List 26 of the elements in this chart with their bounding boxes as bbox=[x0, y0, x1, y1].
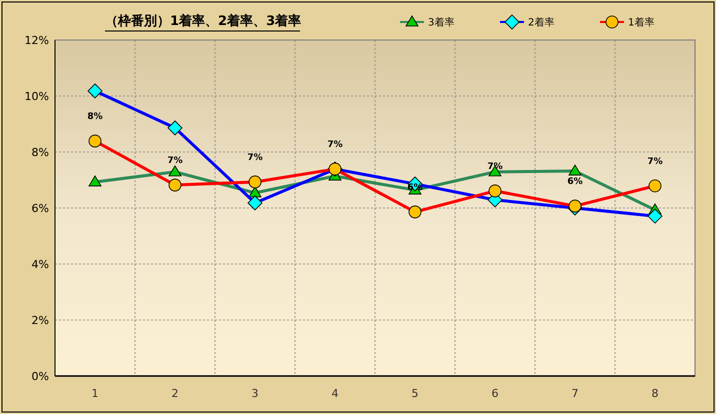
data-label: 6% bbox=[567, 177, 583, 188]
x-tick-label: 3 bbox=[252, 386, 258, 400]
y-tick-label: 0% bbox=[32, 370, 49, 383]
x-tick-label: 1 bbox=[92, 386, 98, 400]
y-tick-label: 2% bbox=[32, 314, 49, 327]
x-tick-label: 8 bbox=[652, 386, 658, 400]
data-label: 7% bbox=[487, 162, 503, 172]
chart-title: （枠番別）1着率、2着率、3着率 bbox=[105, 13, 302, 29]
legend-label: 3着率 bbox=[428, 16, 454, 28]
x-tick-label: 5 bbox=[412, 386, 418, 400]
data-label: 8% bbox=[87, 112, 103, 122]
y-tick-label: 12% bbox=[24, 34, 49, 47]
y-tick-label: 6% bbox=[32, 202, 49, 215]
data-label: 7% bbox=[647, 156, 663, 167]
data-label: 7% bbox=[167, 156, 183, 166]
x-tick-label: 2 bbox=[172, 386, 178, 400]
legend-label: 1着率 bbox=[628, 16, 654, 28]
y-tick-label: 10% bbox=[24, 90, 49, 103]
x-tick-label: 4 bbox=[332, 386, 338, 400]
x-tick-label: 6 bbox=[492, 386, 498, 400]
data-label: 7% bbox=[327, 140, 343, 150]
legend-label: 2着率 bbox=[528, 16, 554, 28]
x-tick-label: 7 bbox=[572, 386, 578, 400]
y-tick-label: 4% bbox=[32, 258, 49, 271]
data-label: 7% bbox=[247, 152, 263, 163]
y-tick-label: 8% bbox=[32, 146, 49, 159]
